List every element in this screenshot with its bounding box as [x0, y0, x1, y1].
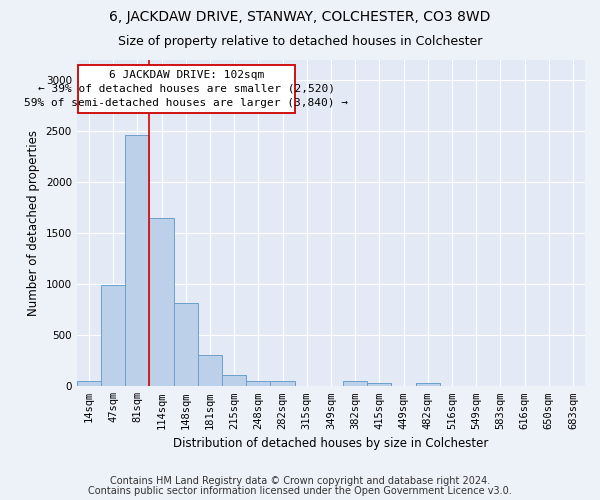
Text: Contains public sector information licensed under the Open Government Licence v3: Contains public sector information licen… — [88, 486, 512, 496]
X-axis label: Distribution of detached houses by size in Colchester: Distribution of detached houses by size … — [173, 437, 488, 450]
FancyBboxPatch shape — [78, 65, 295, 113]
Bar — [343, 381, 367, 386]
Bar — [246, 380, 271, 386]
Y-axis label: Number of detached properties: Number of detached properties — [27, 130, 40, 316]
Bar — [77, 381, 101, 386]
Bar — [367, 383, 391, 386]
Bar — [125, 136, 149, 386]
Text: ← 39% of detached houses are smaller (2,520): ← 39% of detached houses are smaller (2,… — [38, 84, 335, 94]
Bar — [101, 286, 125, 386]
Bar — [173, 302, 198, 386]
Text: 6 JACKDAW DRIVE: 102sqm: 6 JACKDAW DRIVE: 102sqm — [109, 70, 264, 80]
Text: Size of property relative to detached houses in Colchester: Size of property relative to detached ho… — [118, 35, 482, 48]
Text: 6, JACKDAW DRIVE, STANWAY, COLCHESTER, CO3 8WD: 6, JACKDAW DRIVE, STANWAY, COLCHESTER, C… — [109, 10, 491, 24]
Bar — [149, 218, 173, 386]
Text: Contains HM Land Registry data © Crown copyright and database right 2024.: Contains HM Land Registry data © Crown c… — [110, 476, 490, 486]
Text: 59% of semi-detached houses are larger (3,840) →: 59% of semi-detached houses are larger (… — [25, 98, 349, 108]
Bar — [271, 381, 295, 386]
Bar — [198, 355, 222, 386]
Bar — [222, 375, 246, 386]
Bar — [416, 383, 440, 386]
